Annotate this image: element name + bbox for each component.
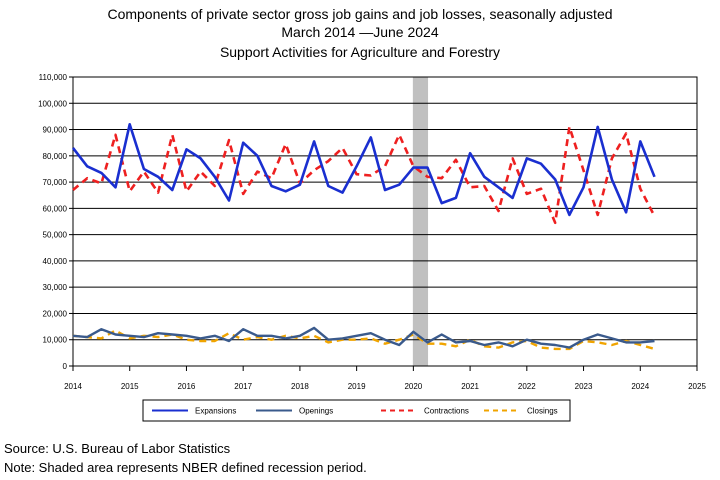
series-line-expansions: [71, 123, 656, 217]
y-tick-label: 90,000: [43, 126, 68, 135]
x-tick-label: 2022: [518, 382, 536, 391]
x-tick-label: 2018: [291, 382, 309, 391]
y-tick-label: 30,000: [43, 283, 68, 292]
x-tick-label: 2017: [234, 382, 252, 391]
legend-box: [142, 399, 571, 422]
recession-note: Note: Shaded area represents NBER define…: [4, 460, 367, 475]
y-tick-label: 50,000: [43, 231, 68, 240]
y-tick-label: 10,000: [43, 336, 68, 345]
y-tick-label: 60,000: [43, 204, 68, 213]
legend-label-openings: Openings: [299, 407, 333, 416]
y-tick-label: 40,000: [43, 257, 68, 266]
chart-title-line-2: March 2014 —June 2024: [281, 24, 439, 40]
x-tick-label: 2019: [348, 382, 366, 391]
x-tick-label: 2024: [631, 382, 649, 391]
recession-shading: [412, 77, 429, 366]
y-tick-label: 100,000: [38, 99, 67, 108]
chart-title-line-1: Components of private sector gross job g…: [107, 6, 613, 22]
legend-label-contractions: Contractions: [424, 407, 469, 416]
x-tick-label: 2023: [575, 382, 593, 391]
y-tick-label: 20,000: [43, 309, 68, 318]
x-tick-label: 2015: [121, 382, 139, 391]
y-tick-label: 110,000: [39, 73, 68, 82]
plot-frame: [72, 76, 698, 367]
x-tick-label: 2021: [461, 382, 479, 391]
x-tick-label: 2016: [178, 382, 196, 391]
x-tick-label: 2025: [688, 382, 706, 391]
y-tick-label: 70,000: [43, 178, 68, 187]
chart-subtitle: Support Activities for Agriculture and F…: [219, 44, 501, 60]
y-tick-label: 80,000: [43, 152, 68, 161]
series-line-openings: [72, 326, 655, 349]
y-tick-label: 0: [63, 362, 68, 371]
legend-label-expansions: Expansions: [195, 407, 236, 416]
series-line-contractions: [72, 125, 656, 225]
legend-label-closings: Closings: [527, 407, 558, 416]
x-tick-label: 2020: [404, 382, 422, 391]
source-note: Source: U.S. Bureau of Labor Statistics: [4, 441, 231, 456]
x-tick-label: 2014: [64, 382, 82, 391]
